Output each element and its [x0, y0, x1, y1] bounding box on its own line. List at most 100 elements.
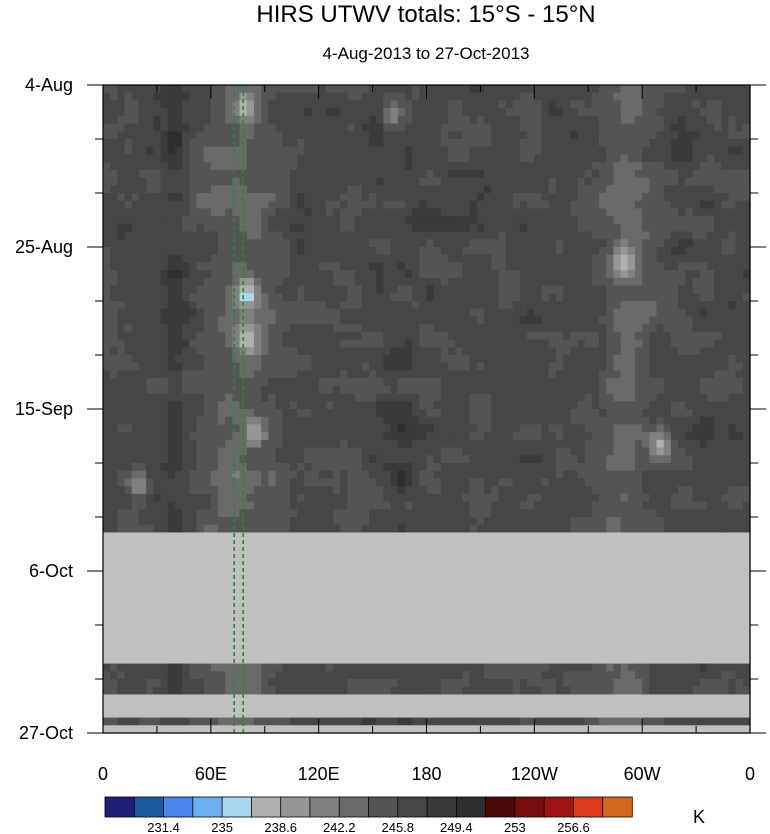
heat-cell — [261, 447, 269, 456]
heat-cell — [555, 185, 564, 194]
heat-cell — [246, 378, 255, 387]
heat-cell — [325, 162, 334, 171]
heat-cell — [735, 470, 744, 480]
heat-cell — [117, 401, 126, 410]
heat-cell — [404, 339, 413, 348]
heat-cell — [361, 455, 370, 464]
heat-cell — [440, 131, 449, 140]
heat-cell — [376, 424, 384, 433]
heat-cell — [599, 131, 607, 140]
heat-cell — [340, 293, 349, 302]
heat-cell — [368, 385, 377, 395]
heat-cell — [613, 393, 622, 402]
heat-cell — [440, 493, 449, 503]
heat-cell — [361, 301, 370, 310]
heat-cell — [735, 162, 744, 171]
heat-cell — [634, 331, 643, 341]
heat-cell — [591, 169, 600, 179]
heat-cell — [591, 254, 600, 264]
heat-cell — [354, 409, 363, 418]
heat-cell — [311, 223, 320, 233]
heat-cell — [541, 239, 550, 248]
heat-cell — [692, 393, 701, 402]
heat-cell — [225, 139, 233, 148]
heat-cell — [383, 416, 392, 426]
heat-cell — [153, 455, 162, 464]
heat-cell — [203, 223, 212, 233]
heat-cell — [174, 439, 183, 449]
heat-cell — [656, 293, 665, 302]
heat-cell — [426, 501, 435, 510]
heat-cell — [577, 301, 586, 310]
heat-cell — [174, 347, 183, 356]
heat-cell — [253, 424, 262, 433]
heat-cell — [455, 208, 464, 217]
heat-cell — [570, 239, 579, 248]
heat-cell — [455, 223, 464, 233]
heat-cell — [289, 331, 298, 341]
heat-cell — [505, 208, 514, 217]
heat-cell — [160, 455, 169, 464]
heat-cell — [196, 262, 205, 271]
heat-cell — [433, 447, 442, 456]
heat-cell — [253, 463, 262, 472]
heat-cell — [117, 146, 126, 156]
heat-cell — [333, 247, 341, 256]
heat-cell — [347, 146, 356, 156]
heat-cell — [203, 401, 212, 410]
heat-cell — [103, 432, 111, 441]
heat-cell — [555, 470, 564, 480]
heat-cell — [253, 162, 262, 171]
heat-cell — [735, 223, 744, 233]
heat-cell — [448, 409, 456, 418]
heat-cell — [656, 247, 665, 256]
heat-cell — [577, 470, 586, 480]
heat-cell — [433, 146, 442, 156]
heat-cell — [541, 216, 550, 225]
heat-cell — [599, 262, 607, 271]
heat-cell — [527, 185, 535, 194]
heat-cell — [642, 100, 650, 109]
heat-cell — [210, 355, 219, 364]
heat-cell — [462, 247, 471, 256]
heat-cell — [138, 455, 147, 464]
heat-cell — [491, 447, 499, 456]
heat-cell — [706, 324, 715, 333]
heat-cell — [685, 331, 694, 341]
heat-cell — [649, 339, 658, 348]
heat-cell — [124, 277, 133, 287]
heat-cell — [261, 254, 269, 264]
heat-cell — [261, 439, 269, 449]
heat-cell — [627, 486, 636, 495]
heat-cell — [620, 501, 629, 510]
heat-cell — [160, 131, 169, 140]
heat-cell — [189, 447, 198, 456]
heat-cell — [692, 293, 701, 302]
heat-cell — [268, 92, 277, 102]
heat-cell — [455, 154, 464, 163]
heat-cell — [433, 385, 442, 395]
heat-cell — [383, 493, 392, 503]
heat-cell — [512, 92, 521, 102]
heat-cell — [634, 301, 643, 310]
heat-cell — [570, 370, 579, 379]
heat-cell — [282, 478, 291, 487]
heat-cell — [735, 409, 744, 418]
heat-cell — [160, 193, 169, 202]
heat-cell — [448, 231, 456, 240]
heat-cell — [354, 231, 363, 240]
heat-cell — [189, 108, 198, 117]
heat-cell — [498, 208, 507, 217]
heat-cell — [591, 262, 600, 271]
heat-cell — [656, 355, 665, 364]
heat-cell — [656, 401, 665, 410]
heat-cell — [670, 200, 679, 210]
heat-cell — [146, 270, 154, 279]
heat-cell — [714, 493, 722, 503]
heat-cell — [146, 254, 154, 264]
heat-cell — [498, 162, 507, 171]
heat-cell — [160, 139, 169, 148]
heat-cell — [218, 208, 226, 217]
heat-cell — [606, 378, 615, 387]
heat-cell — [714, 293, 722, 302]
